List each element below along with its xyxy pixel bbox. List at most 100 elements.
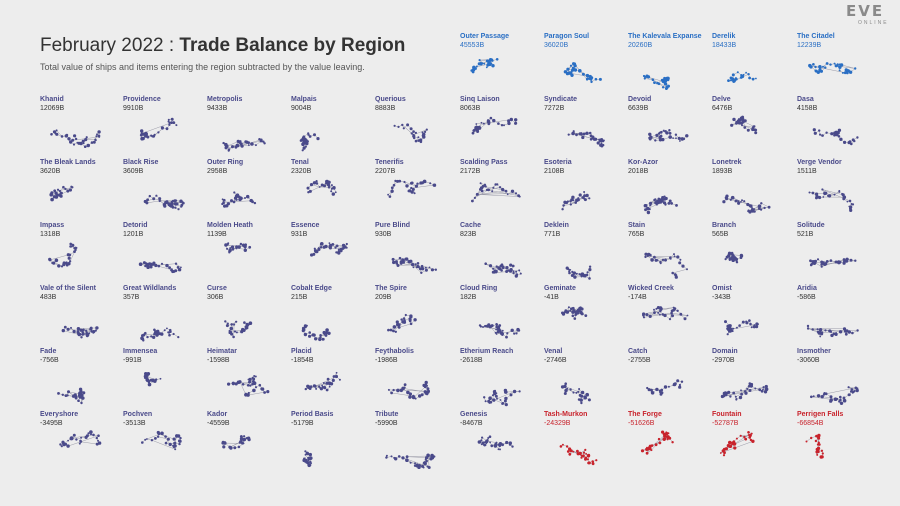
map-system-point [57, 392, 60, 395]
map-system-point [741, 320, 745, 324]
map-system-point [512, 389, 517, 394]
map-system-point [758, 205, 761, 208]
map-system-point [83, 145, 87, 148]
map-system-point [571, 131, 575, 136]
map-system-point [148, 194, 151, 198]
map-system-point [92, 331, 95, 334]
map-system-point [238, 380, 242, 384]
map-link [654, 256, 664, 261]
map-system-point [738, 324, 741, 327]
map-link [761, 203, 770, 208]
map-system-point [251, 200, 254, 204]
map-system-point [170, 200, 174, 204]
map-system-point [325, 388, 329, 392]
map-system-point [663, 82, 667, 86]
map-system-point [504, 396, 508, 401]
map-system-point [745, 321, 749, 325]
region-cell-tenerifis: Tenerifis 2207B [375, 159, 455, 221]
map-system-point [405, 455, 409, 459]
map-system-point [337, 250, 341, 253]
map-system-point [74, 137, 78, 141]
map-system-point [79, 389, 83, 393]
map-system-point [260, 138, 263, 141]
map-system-point [416, 182, 419, 185]
map-system-point [146, 335, 149, 339]
map-system-point [824, 262, 828, 265]
map-system-point [585, 73, 590, 78]
map-system-point [402, 261, 405, 264]
map-system-point [602, 140, 605, 143]
map-system-point [263, 391, 266, 394]
map-system-point [738, 118, 742, 122]
map-system-point [472, 129, 475, 132]
map-system-point [567, 310, 569, 313]
map-system-point [141, 334, 144, 338]
map-system-point [486, 439, 489, 442]
map-system-point [856, 136, 859, 139]
map-system-point [413, 136, 416, 140]
map-system-point [505, 266, 509, 270]
map-system-point [258, 383, 262, 387]
map-system-point [727, 251, 732, 255]
map-system-point [411, 263, 415, 267]
map-system-point [146, 438, 148, 440]
map-system-point [308, 331, 311, 334]
map-system-point [658, 313, 661, 316]
map-system-point [478, 59, 481, 62]
region-value: 306B [207, 294, 224, 301]
map-system-point [661, 313, 665, 316]
map-system-point [587, 398, 591, 402]
map-system-point [90, 141, 94, 144]
map-link [80, 441, 98, 445]
map-system-point [410, 186, 413, 190]
map-system-point [248, 245, 252, 249]
region-name: Kador [207, 411, 228, 418]
map-system-point [55, 129, 58, 132]
map-system-point [230, 323, 233, 326]
map-system-point [649, 135, 653, 139]
map-system-point [513, 332, 516, 335]
map-system-point [72, 433, 76, 437]
map-system-point [227, 148, 231, 151]
region-cell-outer-passage: Outer Passage 45553B [460, 33, 540, 95]
map-system-point [402, 317, 406, 320]
map-system-point [819, 69, 823, 73]
map-system-point [746, 387, 749, 390]
map-system-point [680, 380, 684, 383]
map-system-point [321, 384, 323, 387]
map-system-point [315, 180, 318, 183]
map-link [308, 182, 329, 193]
map-system-point [719, 452, 722, 454]
region-cell-metropolis: Metropolis 9433B [207, 96, 287, 158]
map-system-point [480, 121, 483, 124]
map-system-point [498, 267, 502, 271]
map-system-point [484, 324, 487, 328]
map-system-point [758, 207, 761, 210]
map-system-point [834, 332, 838, 336]
map-system-point [586, 393, 589, 397]
map-system-point [505, 440, 509, 445]
map-system-point [70, 185, 73, 188]
map-system-point [403, 383, 407, 387]
map-system-point [560, 445, 562, 448]
map-system-point [163, 329, 166, 332]
map-system-point [428, 266, 431, 269]
region-value: 1511B [797, 168, 817, 175]
map-system-point [755, 325, 759, 329]
map-system-point [586, 458, 589, 461]
map-system-point [580, 133, 583, 136]
map-system-point [598, 77, 602, 81]
map-system-point [734, 77, 737, 80]
map-system-point [494, 442, 497, 446]
map-system-point [648, 314, 652, 318]
map-system-point [426, 390, 430, 394]
map-link [427, 455, 430, 468]
map-system-point [228, 248, 232, 252]
map-link [672, 268, 688, 274]
map-system-point [396, 388, 400, 393]
map-system-point [397, 125, 400, 128]
map-system-point [508, 443, 512, 446]
map-system-point [471, 199, 474, 203]
region-value: 3620B [40, 168, 61, 175]
map-system-point [250, 142, 254, 146]
